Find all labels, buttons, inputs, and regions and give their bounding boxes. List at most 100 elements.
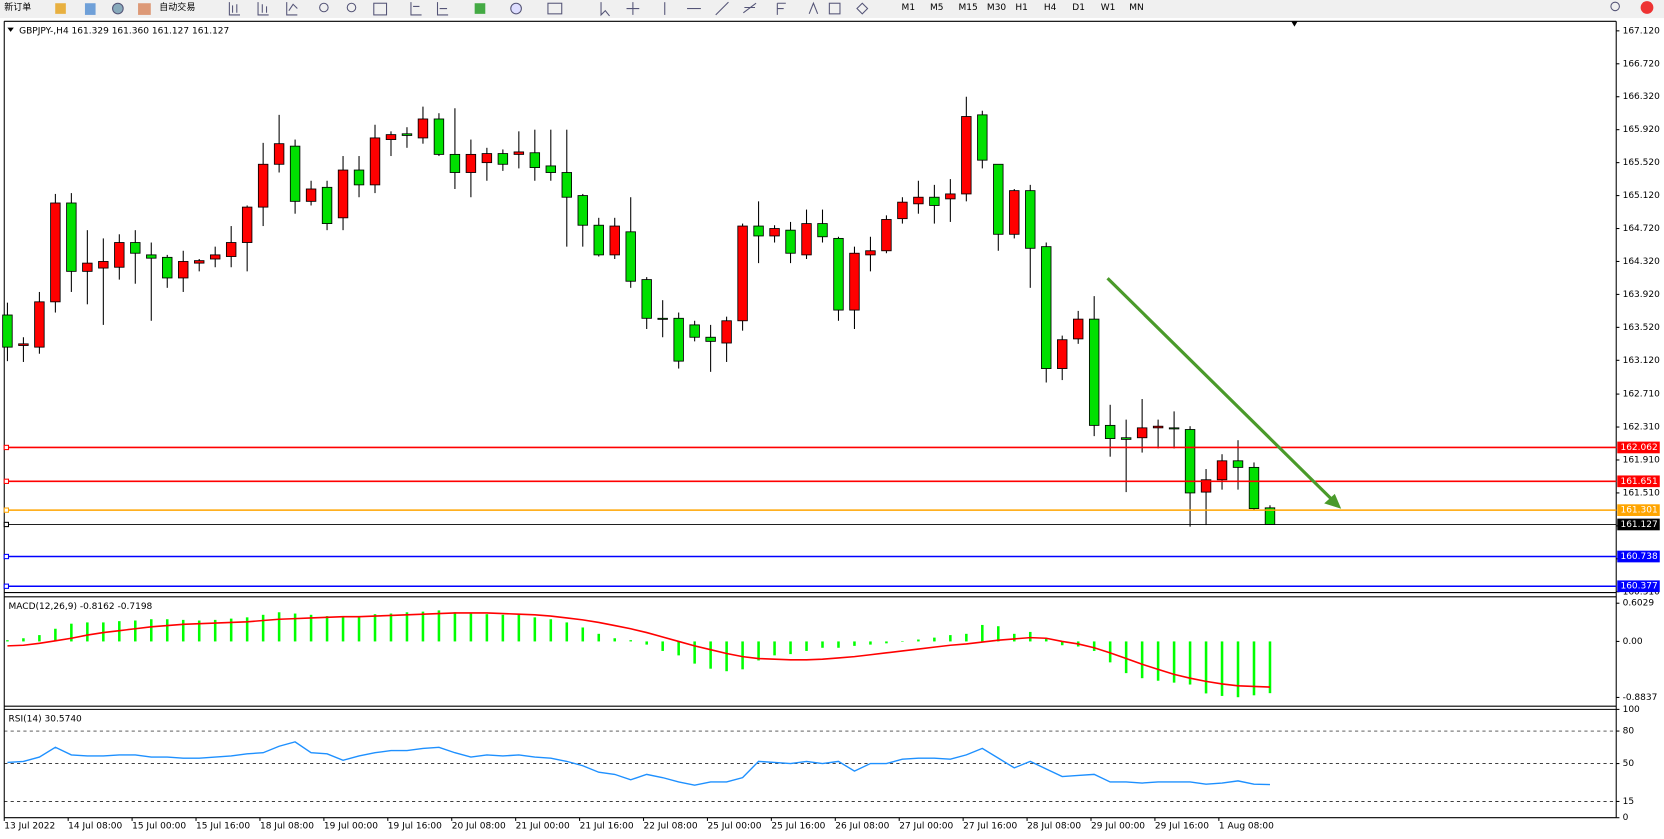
candle-body — [417, 118, 429, 139]
macd-bar — [70, 623, 73, 642]
candle-body — [593, 224, 604, 256]
y-tick-label: 0.6029 — [1623, 599, 1655, 609]
timeframe-button[interactable]: H1 — [1015, 3, 1028, 13]
macd-bar — [517, 614, 521, 642]
candle-body — [961, 116, 972, 195]
candle-body — [273, 143, 285, 165]
timeframe-button[interactable]: H4 — [1044, 3, 1057, 13]
macd-bar — [389, 613, 393, 642]
x-tick-label: 19 Jul 16:00 — [388, 822, 442, 832]
macd-bar — [373, 614, 377, 642]
y-tick-label: 166.720 — [1623, 59, 1661, 69]
panel-title: RSI(14) 30.5740 — [8, 714, 82, 724]
y-tick-label: 165.920 — [1623, 125, 1661, 135]
candle-body — [497, 153, 509, 165]
candle-body — [1041, 246, 1052, 369]
timeframe-button[interactable]: MN — [1129, 3, 1144, 13]
candle-body — [673, 317, 684, 362]
macd-bar — [149, 619, 153, 642]
candle-body — [833, 237, 844, 311]
macd-bar — [677, 641, 680, 656]
level-label: 162.062 — [1620, 443, 1657, 453]
timeframe-button[interactable]: M15 — [958, 3, 977, 13]
macd-bar — [661, 641, 664, 651]
macd-bar — [869, 641, 872, 645]
macd-bar — [853, 641, 856, 646]
macd-bar — [965, 633, 968, 642]
candle-body — [209, 254, 221, 260]
toolbar-button[interactable]: 新订单 — [4, 1, 31, 13]
candle-body — [465, 153, 477, 173]
macd-bar — [1156, 641, 1160, 681]
candle-body — [225, 242, 237, 257]
title-marker — [7, 27, 14, 32]
candle-body — [737, 225, 748, 322]
macd-bar — [725, 641, 728, 672]
trend-arrow — [1106, 277, 1337, 505]
toolbar-button[interactable]: 自动交易 — [159, 1, 195, 13]
macd-bar — [261, 614, 265, 642]
macd-bar — [6, 640, 9, 642]
macd-bar — [181, 619, 185, 642]
level-handle — [3, 444, 10, 451]
panel-title: GBPJPY-,H4 161.329 161.360 161.127 161.1… — [19, 26, 229, 36]
y-tick-label: 161.910 — [1623, 455, 1661, 465]
candle-body — [241, 206, 253, 243]
y-tick-label: 163.920 — [1623, 290, 1661, 300]
candle-body — [194, 260, 205, 264]
macd-bar — [1172, 641, 1176, 683]
macd-bar — [981, 624, 984, 642]
macd-bar — [405, 612, 409, 642]
macd-bar — [805, 641, 808, 651]
x-tick-label: 15 Jul 00:00 — [132, 822, 186, 832]
timeframe-button[interactable]: M1 — [902, 3, 916, 13]
candle-body — [146, 254, 157, 259]
macd-bar — [709, 641, 712, 669]
x-tick-label: 21 Jul 16:00 — [580, 822, 634, 832]
timeframe-button[interactable]: M5 — [930, 3, 944, 13]
macd-bar — [597, 633, 601, 642]
candle-body — [18, 343, 29, 346]
candle-body — [305, 188, 317, 202]
macd-bar — [1188, 641, 1192, 685]
timeframe-button[interactable]: W1 — [1101, 3, 1116, 13]
timeframe-button[interactable]: D1 — [1072, 3, 1085, 13]
candle-body — [1248, 466, 1260, 509]
macd-bar — [837, 641, 840, 648]
candle-body — [913, 196, 924, 205]
toolbar — [0, 0, 1664, 19]
y-tick-label: 161.510 — [1623, 488, 1661, 498]
x-tick-label: 28 Jul 08:00 — [1027, 822, 1081, 832]
macd-bar — [533, 617, 537, 642]
macd-bar — [54, 628, 57, 642]
macd-bar — [293, 613, 297, 642]
macd-bar — [741, 641, 744, 670]
candle-body — [993, 163, 1004, 235]
candle-body — [721, 320, 732, 344]
candle-body — [385, 134, 397, 140]
candle-body — [337, 169, 349, 219]
macd-bar — [1044, 638, 1048, 642]
y-tick-label: 100 — [1623, 705, 1640, 715]
macd-bar — [1013, 633, 1016, 642]
candle-body — [1200, 479, 1212, 493]
level-label-box — [1617, 504, 1660, 516]
candle-body — [1216, 460, 1228, 481]
y-tick-label: 162.710 — [1623, 390, 1661, 400]
candle-body — [769, 228, 780, 237]
timeframe-button[interactable]: M30 — [987, 3, 1007, 13]
candle-body — [369, 137, 381, 186]
candle-body — [753, 225, 764, 237]
macd-bar — [1124, 641, 1128, 674]
candle-body — [114, 242, 125, 268]
macd-bar — [309, 614, 313, 642]
macd-bar — [789, 641, 792, 655]
candle-body — [34, 301, 45, 348]
candle-body — [178, 261, 189, 279]
level-label-box — [1617, 580, 1660, 593]
macd-bar — [469, 613, 473, 642]
panel-title: MACD(12,26,9) -0.8162 -0.7198 — [8, 602, 152, 612]
candle-body — [1120, 437, 1132, 440]
